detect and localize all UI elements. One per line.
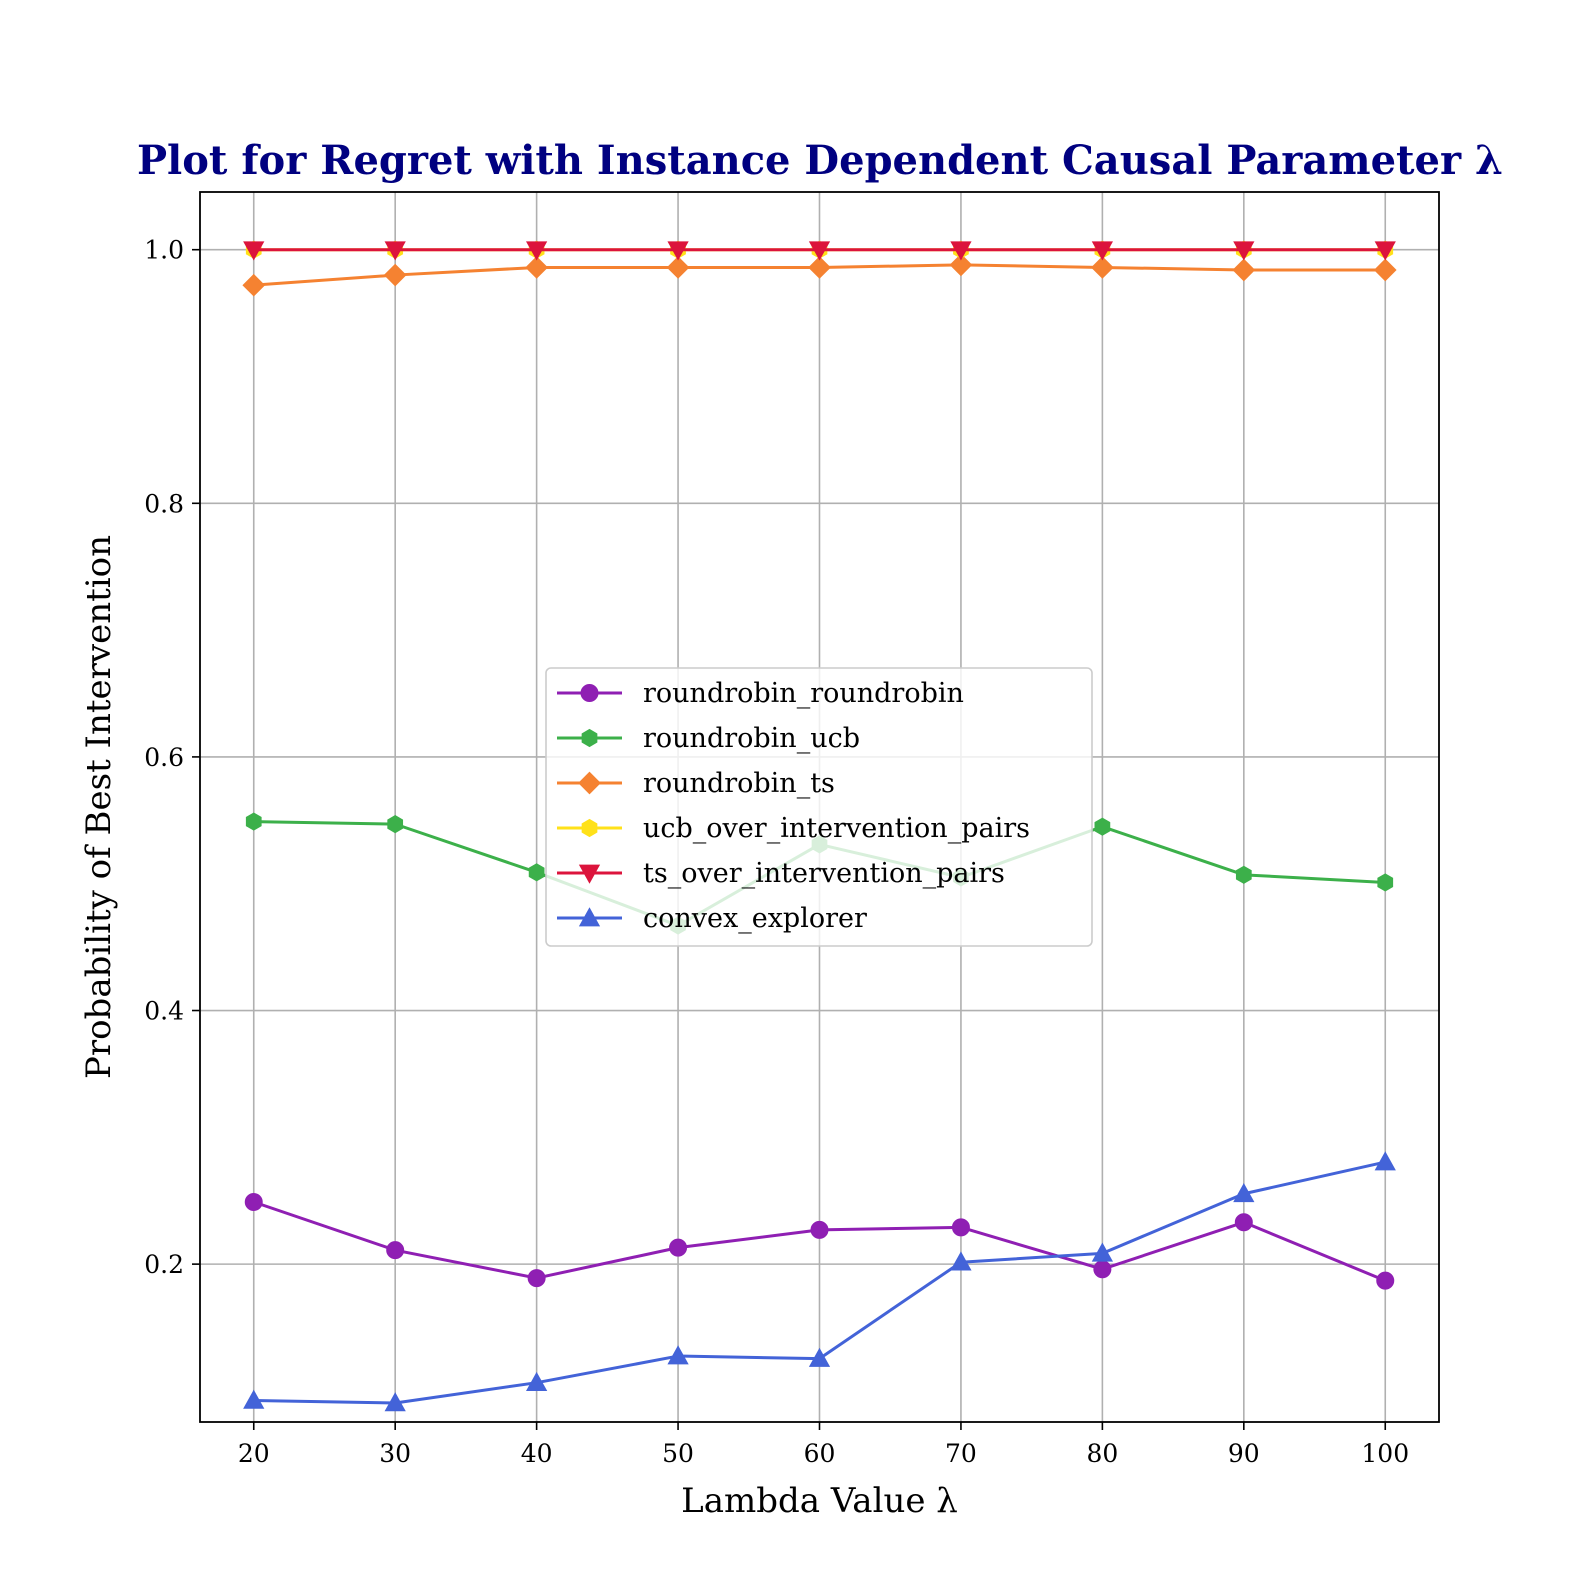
data-point (387, 815, 404, 834)
legend-item: roundrobin_ts (557, 768, 835, 799)
y-tick-label: 0.4 (144, 997, 184, 1026)
x-tick-label: 90 (1228, 1439, 1260, 1468)
data-point (950, 1251, 972, 1271)
data-point (1377, 873, 1394, 892)
y-tick-label: 0.6 (144, 743, 184, 772)
legend-item: roundrobin_ucb (557, 723, 860, 754)
data-point (245, 812, 262, 831)
legend-item: roundrobin_roundrobin (557, 678, 964, 709)
x-axis-label: Lambda Value λ (681, 1481, 958, 1521)
legend-marker (578, 864, 601, 884)
y-tick-label: 0.2 (144, 1250, 184, 1279)
data-point (1232, 258, 1256, 282)
legend-item: convex_explorer (557, 903, 867, 934)
x-tick-label: 70 (945, 1439, 977, 1468)
series-ts-over-intervention-pairs (243, 241, 1396, 261)
series-convex-explorer (243, 1151, 1396, 1412)
data-point (1093, 1260, 1112, 1279)
data-point (528, 863, 545, 882)
data-point (525, 256, 548, 279)
data-point (1376, 1271, 1395, 1290)
legend-item: ts_over_intervention_pairs (557, 858, 1005, 889)
x-tick-label: 60 (804, 1439, 836, 1468)
data-point (384, 241, 406, 261)
data-point (808, 256, 831, 279)
data-point (1374, 1151, 1396, 1171)
data-point (1373, 258, 1397, 282)
data-point (950, 241, 972, 261)
legend-label: convex_explorer (643, 903, 867, 934)
data-point (243, 241, 265, 261)
data-point (666, 256, 690, 279)
y-axis-label: Probability of Best Intervention (79, 535, 119, 1079)
legend-label: roundrobin_ucb (643, 723, 860, 754)
data-point (667, 241, 689, 261)
series-layer (242, 240, 1397, 1412)
data-point (386, 1241, 405, 1260)
data-point (1233, 1182, 1255, 1203)
legend-marker (581, 728, 598, 748)
series-roundrobin-roundrobin (244, 1192, 1395, 1290)
series-roundrobin-ts (242, 253, 1397, 297)
data-point (383, 263, 407, 287)
legend-marker (581, 818, 598, 838)
legend: roundrobin_roundrobin roundrobin_ucbround… (545, 667, 1093, 947)
legend-label: ucb_over_intervention_pairs (643, 813, 1030, 844)
data-point (243, 1389, 265, 1409)
y-tick-label: 0.8 (144, 489, 184, 518)
data-point (808, 1347, 831, 1367)
legend-item: ucb_over_intervention_pairs (557, 813, 1030, 844)
legend-label: ts_over_intervention_pairs (643, 858, 1005, 889)
data-point (1091, 241, 1114, 261)
x-tick-label: 100 (1361, 1439, 1409, 1468)
data-point (525, 241, 548, 261)
y-tick-label: 1.0 (144, 236, 184, 265)
legend-marker (578, 907, 601, 927)
data-point (1233, 241, 1255, 261)
data-point (667, 1345, 689, 1365)
data-point (1094, 817, 1111, 836)
data-point (1374, 241, 1396, 261)
data-point (669, 1238, 688, 1257)
legend-box (545, 667, 1093, 947)
data-point (244, 1192, 263, 1211)
data-point (525, 1371, 548, 1392)
data-point (1234, 1213, 1253, 1232)
data-point (242, 273, 266, 297)
chart-title: Plot for Regret with Instance Dependent … (137, 137, 1503, 184)
x-tick-label: 20 (238, 1439, 270, 1468)
x-tick-label: 50 (662, 1439, 694, 1468)
data-point (810, 1220, 829, 1239)
data-point (1091, 1242, 1114, 1262)
x-tick-label: 40 (521, 1439, 553, 1468)
legend-marker (580, 684, 599, 702)
data-point (808, 241, 831, 261)
data-point (951, 1218, 970, 1237)
legend-label: roundrobin_ts (643, 768, 835, 799)
data-point (527, 1269, 546, 1288)
ticks: 20 30 40 50 60 70 80 90 100 0.2 0.4 0.6 0.8 1.0 (144, 236, 1409, 1468)
x-tick-label: 30 (379, 1439, 411, 1468)
data-point (1235, 865, 1252, 884)
data-point (949, 253, 973, 277)
legend-marker (578, 771, 601, 795)
legend-label: roundrobin_roundrobin (643, 678, 964, 709)
x-tick-label: 80 (1086, 1439, 1118, 1468)
data-point (1091, 256, 1114, 279)
data-point (384, 1392, 406, 1412)
